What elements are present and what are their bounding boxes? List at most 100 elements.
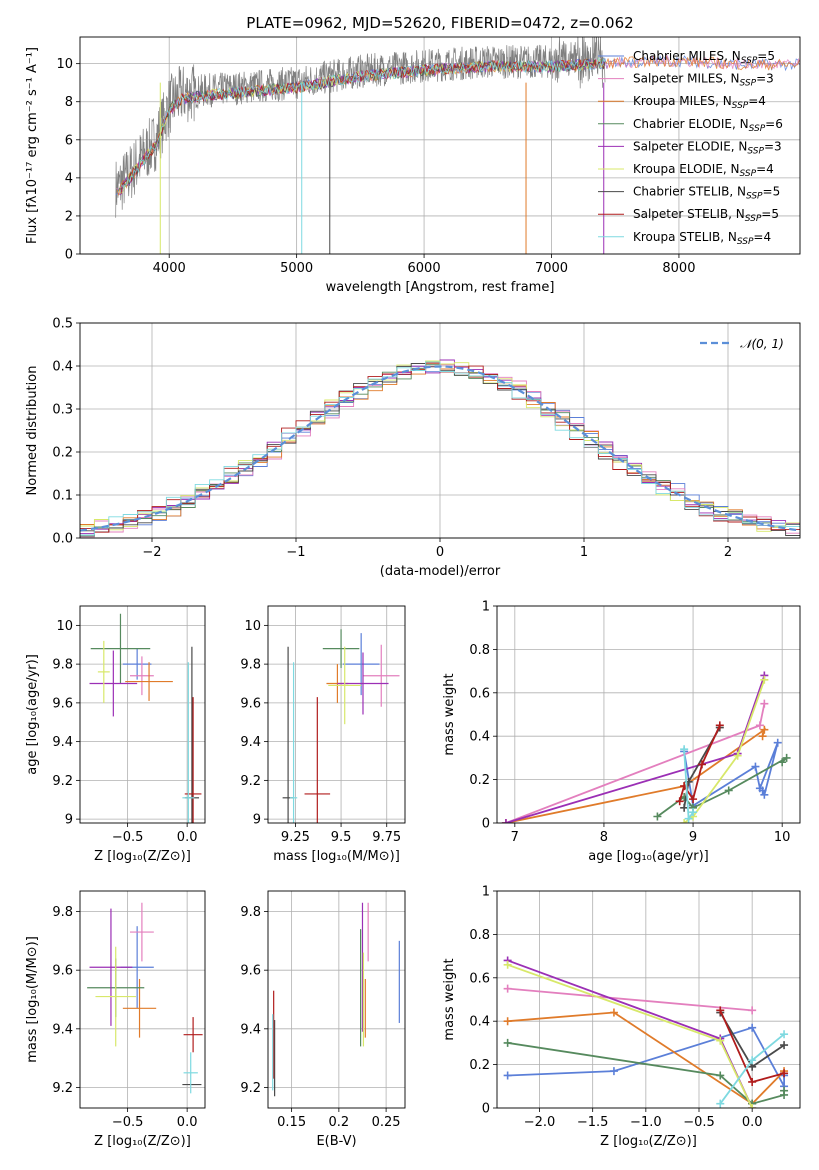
y-axis-label: Flux [fλ10⁻¹⁷ erg cm⁻² s⁻¹ A⁻¹] (25, 47, 40, 244)
plot-area (80, 359, 800, 538)
weight-point-marker (748, 1056, 757, 1065)
legend-nssp-value: 3 (774, 139, 782, 153)
y-tick-label: 6 (65, 133, 73, 148)
legend-nssp-label: , N (715, 94, 732, 108)
legend-nssp-eq: = (761, 207, 771, 221)
weight-point-marker (778, 758, 787, 767)
x-tick-label: 9.75 (372, 830, 401, 845)
weight-point-marker (751, 762, 760, 771)
weight-point-marker (697, 760, 706, 769)
y-tick-label: 4 (65, 171, 73, 186)
y-tick-label: 0.2 (469, 1058, 490, 1073)
weight-point-marker (503, 1038, 512, 1047)
legend-nssp-sub: SSP (745, 214, 762, 224)
y-tick-label: 10 (244, 619, 261, 634)
y-tick-label: 9.8 (240, 658, 261, 673)
legend-nssp-label: , N (729, 185, 746, 199)
y-tick-label: 9.2 (52, 1081, 73, 1096)
x-axis-label: E(B-V) (316, 1134, 356, 1149)
y-axis-label: mass [log₁₀(M/M⊙)] (25, 936, 40, 1063)
weight-point-marker (755, 721, 764, 730)
plot-area (272, 902, 400, 1097)
legend-model-name: Chabrier STELIB (633, 185, 729, 199)
legend-model-name: Salpeter MILES (633, 72, 723, 86)
y-tick-label: 0 (482, 1102, 490, 1117)
legend-nssp-value: 4 (758, 94, 766, 108)
x-tick-label: −1.5 (577, 1115, 609, 1130)
x-tick-label: 0.2 (329, 1115, 350, 1130)
legend-nssp-value: 3 (766, 72, 774, 86)
weight-point-marker (653, 812, 662, 821)
x-tick-label: 0.0 (742, 1115, 763, 1130)
weight-series-line (683, 679, 766, 823)
legend-nssp-sub: SSP (746, 192, 763, 202)
weight-point-marker (675, 797, 684, 806)
weight-point-marker (684, 814, 693, 823)
legend-nssp-sub: SSP (737, 237, 754, 247)
x-tick-label: 5000 (280, 261, 313, 276)
spectrum-data-line (115, 37, 606, 218)
legend-nssp-label: , N (723, 72, 740, 86)
x-axis-label: Z [log₁₀(Z/Z⊙)] (94, 1134, 191, 1149)
axes-frame (496, 605, 801, 824)
y-tick-label: 0.4 (52, 360, 73, 375)
x-tick-label: 9.5 (331, 830, 352, 845)
weight-point-marker (748, 1006, 757, 1015)
y-axis-label: age [log₁₀(age/yr)] (25, 654, 40, 775)
weight-point-marker (748, 1077, 757, 1086)
y-tick-label: 9.6 (52, 964, 73, 979)
legend-nssp-value: 4 (766, 162, 774, 176)
chart-age-vs-Z: −0.5 0.0 9 9.2 9.4 9.6 9.8 10 Z [log₁₀(Z/Z⊙)] age… (25, 605, 206, 864)
y-tick-label: 9.2 (240, 1081, 261, 1096)
chart-residuals: −2 −1 0 1 2 0.0 0.1 0.2 0.3 0.4 0.5 (data-model)/er… (25, 317, 801, 579)
plot-area (501, 671, 791, 823)
x-tick-label: −2 (142, 545, 161, 560)
y-tick-label: 0 (65, 248, 73, 263)
legend-nssp-eq: = (753, 230, 763, 244)
legend-entry: Chabrier ELODIE, NSSP=6 (633, 117, 783, 134)
y-tick-label: 0.2 (469, 773, 490, 788)
plot-area (115, 37, 800, 254)
plot-area (503, 956, 789, 1108)
plot-area (282, 629, 400, 823)
x-tick-label: 0.25 (372, 1115, 401, 1130)
y-tick-label: 0.6 (469, 971, 490, 986)
y-tick-label: 0.8 (469, 928, 490, 943)
y-tick-label: 9.4 (52, 1022, 73, 1037)
x-axis-label: wavelength [Angstrom, rest frame] (326, 280, 555, 295)
legend-nssp-eq: = (757, 49, 767, 63)
legend-model-name: Salpeter ELODIE (633, 139, 731, 153)
plot-area (87, 902, 203, 1094)
x-tick-label: 10 (774, 830, 791, 845)
weight-series-line (505, 675, 766, 823)
x-tick-label: 1 (580, 545, 588, 560)
legend-entry: Salpeter ELODIE, NSSP=3 (633, 139, 782, 156)
legend-nssp-eq: = (763, 185, 773, 199)
weight-point-marker (760, 725, 769, 734)
weight-series-line (507, 987, 753, 1012)
legend-nssp-sub: SSP (740, 169, 757, 179)
weight-point-marker (715, 721, 724, 730)
y-tick-label: 0.5 (52, 317, 73, 332)
y-tick-label: 10 (56, 619, 73, 634)
legend-nssp-value: 4 (763, 230, 771, 244)
y-tick-label: 9.2 (240, 774, 261, 789)
legend-nssp-value: 5 (773, 185, 781, 199)
y-tick-label: 0.3 (52, 403, 73, 418)
weight-point-marker (680, 803, 689, 812)
weight-point-marker (503, 960, 512, 969)
axes-frame (267, 890, 406, 1109)
y-tick-label: 9.6 (52, 696, 73, 711)
legend-nssp-eq: = (764, 139, 774, 153)
y-tick-label: 8 (65, 95, 73, 110)
legend-model-name: Kroupa MILES (633, 94, 715, 108)
x-tick-label: −1.0 (630, 1115, 662, 1130)
legend-nssp-value: 5 (771, 207, 779, 221)
x-axis-label: mass [log₁₀(M/M⊙)] (273, 849, 400, 864)
weight-point-marker (760, 790, 769, 799)
weight-point-marker (716, 1036, 725, 1045)
weight-point-marker (760, 699, 769, 708)
chart-mass-vs-Z: −0.5 0.0 9.2 9.4 9.6 9.8 Z [log₁₀(Z/Z⊙)] mass [… (25, 890, 206, 1149)
weight-point-marker (501, 819, 510, 823)
spectrum-model-line (121, 56, 606, 189)
